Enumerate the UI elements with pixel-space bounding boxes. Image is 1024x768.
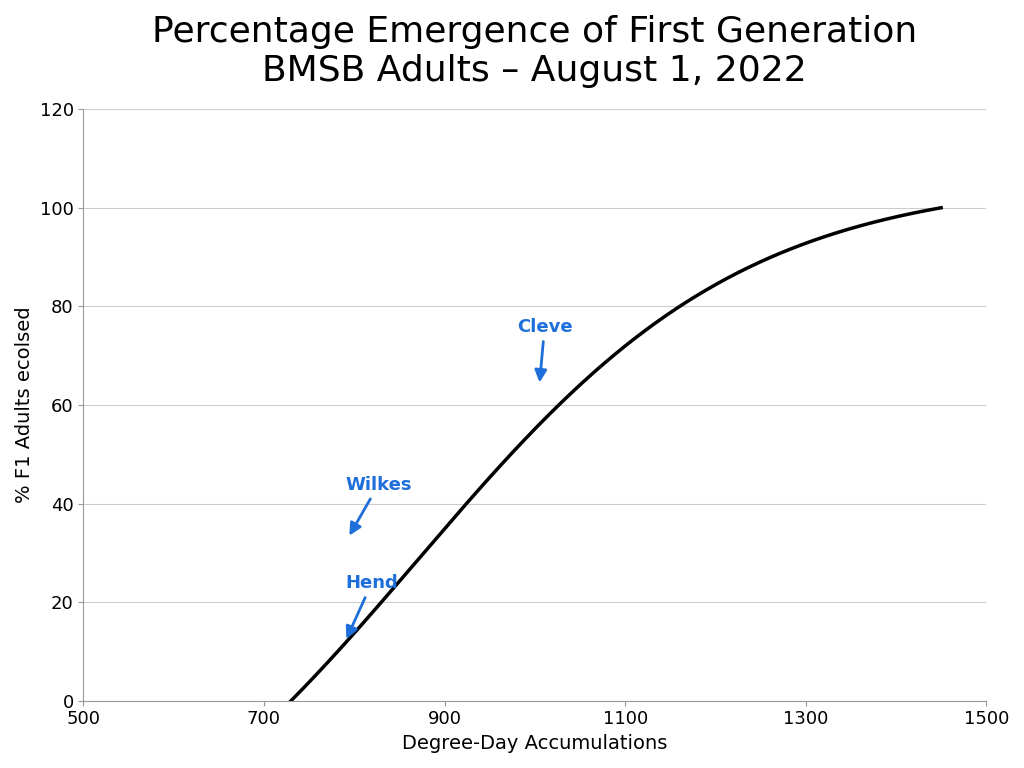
Text: Wilkes: Wilkes [345, 475, 412, 533]
Y-axis label: % F1 Adults ecolsed: % F1 Adults ecolsed [15, 306, 34, 503]
Title: Percentage Emergence of First Generation
BMSB Adults – August 1, 2022: Percentage Emergence of First Generation… [153, 15, 918, 88]
Text: Cleve: Cleve [517, 318, 572, 379]
Text: Hend: Hend [345, 574, 398, 636]
X-axis label: Degree-Day Accumulations: Degree-Day Accumulations [402, 734, 668, 753]
